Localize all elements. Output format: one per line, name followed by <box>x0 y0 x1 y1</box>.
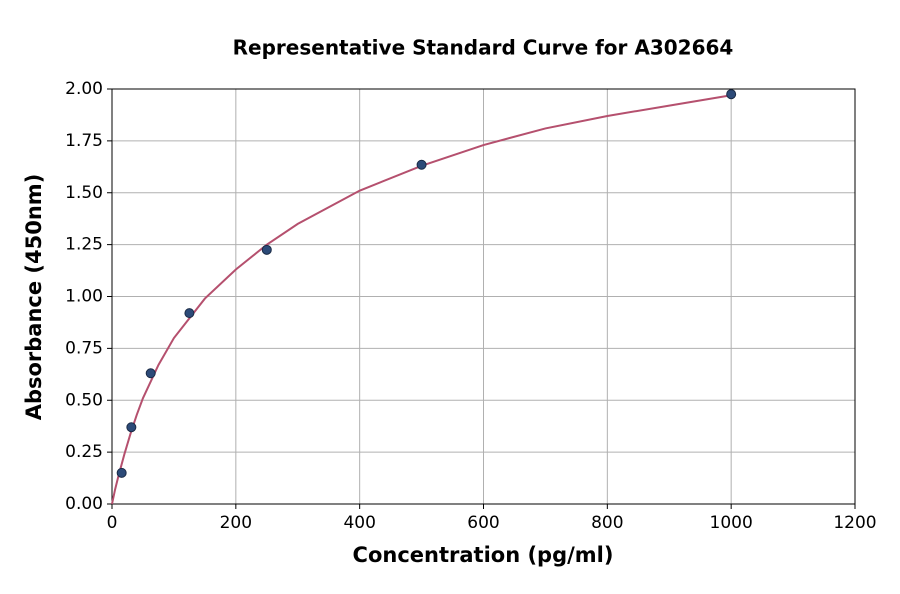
y-tick-label: 0.75 <box>65 338 103 358</box>
data-point <box>126 422 137 433</box>
y-tick-label: 1.00 <box>65 287 103 307</box>
data-point <box>184 308 195 319</box>
plot-frame <box>111 88 856 505</box>
x-tick-label: 600 <box>467 513 499 533</box>
y-tick-label: 1.25 <box>65 235 103 255</box>
y-tick-label: 0.50 <box>65 390 103 410</box>
x-tick-label: 400 <box>343 513 375 533</box>
fit-curve <box>111 94 732 505</box>
x-tick-label: 1200 <box>833 513 876 533</box>
x-tick-label: 1000 <box>710 513 753 533</box>
data-point <box>726 89 737 100</box>
y-tick-label: 0.00 <box>65 494 103 514</box>
y-tick-label: 0.25 <box>65 442 103 462</box>
data-point <box>416 159 427 170</box>
chart-title: Representative Standard Curve for A30266… <box>233 36 734 60</box>
y-tick-label: 1.50 <box>65 183 103 203</box>
y-tick-label: 1.75 <box>65 131 103 151</box>
data-point <box>261 244 272 255</box>
y-tick-label: 2.00 <box>65 79 103 99</box>
x-tick-label: 800 <box>591 513 623 533</box>
data-point <box>116 467 127 478</box>
x-tick-label: 200 <box>220 513 252 533</box>
x-axis-label: Concentration (pg/ml) <box>353 543 614 567</box>
data-point <box>145 368 156 379</box>
y-axis-label: Absorbance (450nm) <box>22 174 46 421</box>
x-tick-label: 0 <box>107 513 118 533</box>
